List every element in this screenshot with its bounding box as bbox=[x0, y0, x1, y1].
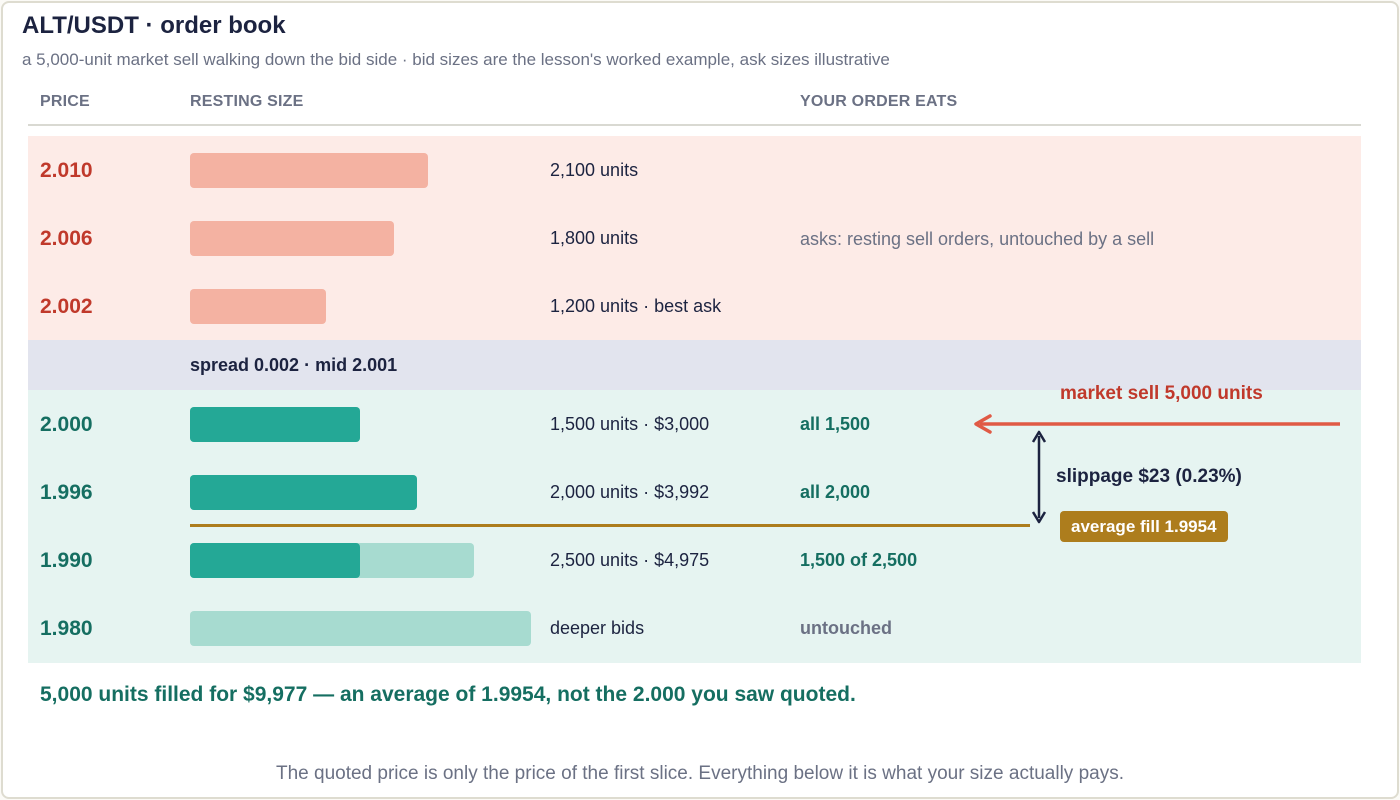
bid-eats-text: all 1,500 bbox=[800, 414, 871, 434]
slippage-arrow bbox=[1031, 430, 1047, 524]
page-subtitle: a 5,000-unit market sell walking down th… bbox=[22, 50, 890, 69]
bid-filled-bar bbox=[190, 475, 417, 510]
ask-size-bar bbox=[190, 153, 429, 188]
bid-eats-text: untouched bbox=[800, 618, 892, 638]
bid-size-text: 1,500 units · $3,000 bbox=[550, 414, 710, 434]
column-header-resting-size: RESTING SIZE bbox=[190, 93, 304, 110]
bid-row-best-bid: 2.000 1,500 units · $3,000 all 1,500 bbox=[28, 390, 1361, 458]
bid-price: 1.990 bbox=[40, 549, 93, 572]
market-sell-label: market sell 5,000 units bbox=[1060, 383, 1263, 404]
bid-filled-bar bbox=[190, 543, 361, 578]
ask-price: 2.010 bbox=[40, 159, 93, 182]
spread-label: spread 0.002 · mid 2.001 bbox=[190, 355, 398, 375]
average-fill-line bbox=[190, 524, 1030, 527]
ask-price: 2.002 bbox=[40, 295, 93, 318]
bid-size-text: 2,500 units · $4,975 bbox=[550, 550, 710, 570]
bid-row: 1.996 2,000 units · $3,992 all 2,000 bbox=[28, 458, 1361, 526]
bid-eats-text: all 2,000 bbox=[800, 482, 871, 502]
average-fill-badge: average fill 1.9954 bbox=[1060, 511, 1228, 542]
bid-price: 1.980 bbox=[40, 617, 93, 640]
column-header-your-order-eats: YOUR ORDER EATS bbox=[800, 93, 958, 110]
ask-row: 2.010 2,100 units bbox=[28, 136, 1361, 204]
bid-price: 2.000 bbox=[40, 413, 93, 436]
page-title: ALT/USDT · order book bbox=[22, 12, 286, 39]
bid-resting-bar bbox=[190, 611, 531, 646]
bid-filled-bar bbox=[190, 407, 361, 442]
ask-size-text: 1,200 units · best ask bbox=[550, 296, 722, 316]
ask-row: 2.006 1,800 units bbox=[28, 204, 1361, 272]
bid-size-text: 2,000 units · $3,992 bbox=[550, 482, 710, 502]
market-sell-arrow bbox=[974, 414, 1340, 434]
bid-row-deeper: 1.980 deeper bids untouched bbox=[28, 594, 1361, 662]
ask-size-bar bbox=[190, 221, 395, 256]
bid-eats-text: 1,500 of 2,500 bbox=[800, 550, 918, 570]
bid-price: 1.996 bbox=[40, 481, 93, 504]
slippage-label: slippage $23 (0.23%) bbox=[1056, 466, 1242, 487]
column-header-price: PRICE bbox=[40, 93, 90, 110]
ask-price: 2.006 bbox=[40, 227, 93, 250]
footer-note: The quoted price is only the price of th… bbox=[275, 763, 1124, 784]
ask-size-text: 2,100 units bbox=[550, 160, 639, 180]
bid-size-text: deeper bids bbox=[550, 618, 645, 638]
ask-size-bar bbox=[190, 289, 327, 324]
ask-size-text: 1,800 units bbox=[550, 228, 639, 248]
asks-note: asks: resting sell orders, untouched by … bbox=[800, 229, 1155, 249]
fill-summary: 5,000 units filled for $9,977 — an avera… bbox=[40, 683, 856, 706]
header-divider bbox=[28, 124, 1361, 126]
bid-row-partial: 1.990 2,500 units · $4,975 1,500 of 2,50… bbox=[28, 526, 1361, 594]
ask-row-best-ask: 2.002 1,200 units · best ask bbox=[28, 272, 1361, 340]
spread-band bbox=[28, 340, 1361, 390]
